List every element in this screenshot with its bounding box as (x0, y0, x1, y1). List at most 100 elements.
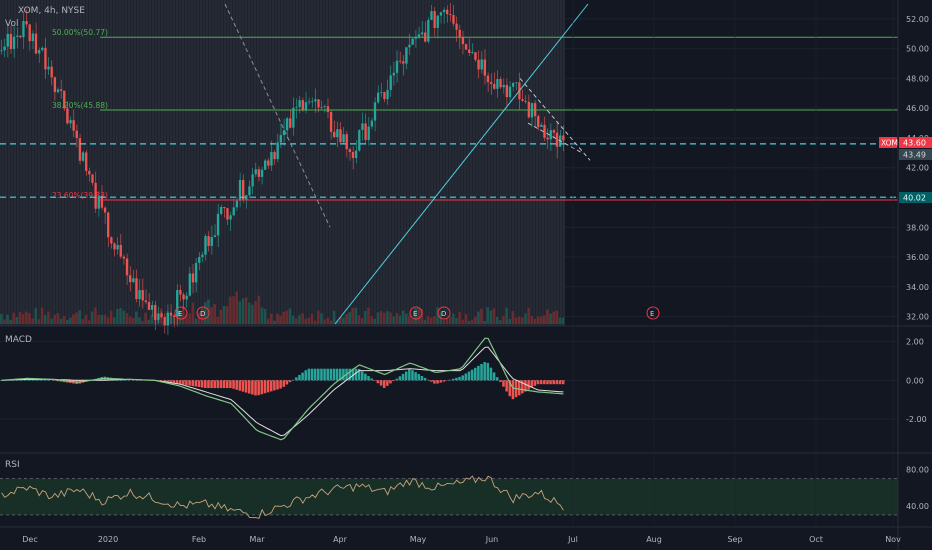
candle-body (292, 107, 295, 128)
volume-bar (100, 314, 103, 324)
candle-body (348, 149, 352, 153)
candle-body (477, 59, 480, 70)
volume-bar (404, 313, 408, 324)
volume-bar (348, 312, 351, 324)
macd-histogram-bar (433, 380, 436, 384)
candle-body (464, 44, 468, 50)
macd-histogram-bar (552, 380, 555, 385)
candle-body (361, 123, 364, 131)
candle-body (185, 295, 188, 300)
macd-histogram-bar (414, 372, 417, 381)
macd-pane[interactable] (0, 337, 898, 441)
volume-bar (204, 302, 207, 324)
macd-histogram-bar (291, 379, 295, 381)
volume-bar (141, 320, 144, 324)
volume-bar (411, 319, 414, 324)
volume-bar (97, 314, 100, 324)
macd-histogram-bar (219, 380, 223, 389)
volume-bar (317, 310, 320, 324)
volume-bar (194, 318, 198, 324)
candle-body (63, 90, 66, 109)
volume-bar (43, 315, 47, 324)
macd-histogram-bar (260, 380, 264, 395)
candle-body (317, 99, 320, 108)
signal-line (1, 346, 564, 437)
event-marker (646, 306, 660, 320)
candle-body (380, 92, 383, 93)
volume-bar (91, 311, 94, 324)
macd-histogram-bar (530, 380, 534, 388)
macd-histogram-bar (354, 368, 358, 381)
macd-histogram-bar (467, 371, 471, 381)
macd-histogram-bar (285, 380, 289, 385)
macd-histogram-bar (521, 380, 524, 394)
volume-bar (395, 313, 399, 324)
volume-bar (426, 316, 430, 324)
candle-body (307, 101, 311, 103)
volume-bar (6, 314, 9, 324)
macd-histogram-bar (483, 362, 486, 381)
volume-bar (266, 318, 270, 324)
macd-histogram-bar (536, 380, 540, 385)
candle-body (75, 130, 78, 139)
macd-histogram-bar (452, 378, 455, 381)
volume-bar (414, 308, 417, 324)
candle-body (342, 134, 345, 143)
volume-bar (417, 308, 421, 324)
volume-bar (401, 310, 405, 324)
candle-body (367, 126, 370, 141)
volume-bar (323, 319, 326, 324)
volume-bar (116, 308, 119, 324)
volume-bar (56, 313, 60, 324)
macd-histogram-bar (317, 368, 320, 381)
volume-bar (486, 307, 490, 324)
candle-body (229, 215, 232, 220)
rsi-pane[interactable] (0, 475, 898, 519)
macd-histogram-bar (395, 378, 399, 381)
volume-bar (291, 315, 295, 324)
macd-histogram-bar (436, 380, 439, 384)
macd-histogram-bar (458, 376, 461, 381)
macd-histogram-bar (348, 368, 351, 381)
candle-body (323, 106, 326, 108)
macd-histogram-bar (511, 380, 515, 400)
volume-bar (392, 316, 395, 324)
candle-body (483, 59, 487, 76)
volume-bar (539, 316, 543, 324)
macd-histogram-bar (517, 380, 521, 396)
candle-body (78, 138, 82, 161)
candle-body (376, 92, 380, 103)
macd-histogram-bar (477, 365, 480, 381)
volume-bar (386, 311, 389, 324)
candle-body (496, 79, 499, 89)
volume-bar (9, 319, 12, 324)
candle-body (141, 290, 144, 301)
macd-histogram-bar (364, 373, 367, 381)
macd-histogram-bar (505, 380, 508, 392)
volume-bar (109, 310, 113, 324)
candle-body (85, 152, 88, 171)
candle-body (160, 313, 163, 318)
candle-body (113, 243, 116, 250)
volume-bar (313, 320, 317, 324)
candle-body (540, 124, 543, 127)
candle-body (15, 35, 19, 37)
volume-bar (3, 319, 6, 324)
candle-body (81, 152, 85, 161)
price-pane[interactable]: 50.00%(50.77) 38.20%(45.88) 23.60%(39.83) E… (0, 0, 898, 336)
symbol-title: XOM, 4h, NYSE (18, 6, 85, 16)
last-price-tag: 43.60 (903, 139, 926, 148)
volume-bar (492, 308, 496, 324)
x-tick-label: Oct (809, 535, 823, 544)
volume-bar (398, 315, 402, 324)
candle-body (91, 174, 94, 183)
volume-bar (367, 307, 370, 324)
candle-body (326, 106, 330, 113)
volume-bar (251, 304, 254, 324)
volume-bar (62, 316, 66, 324)
candle-body (66, 108, 69, 124)
candle-body (392, 72, 395, 76)
x-tick-label: Mar (249, 535, 265, 544)
macd-histogram-bar (251, 380, 254, 395)
